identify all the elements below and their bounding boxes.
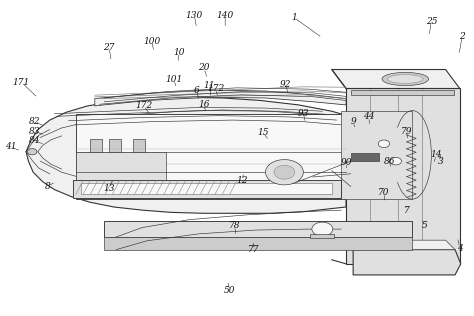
Text: 20: 20 <box>198 64 210 72</box>
Text: 78: 78 <box>229 222 240 230</box>
Polygon shape <box>81 183 332 194</box>
Text: 83: 83 <box>29 127 40 136</box>
Polygon shape <box>353 250 461 275</box>
Circle shape <box>378 140 390 148</box>
Circle shape <box>390 157 401 165</box>
Polygon shape <box>310 234 334 238</box>
Text: 27: 27 <box>103 43 115 52</box>
Text: 86: 86 <box>384 157 395 166</box>
Text: 44: 44 <box>363 112 374 121</box>
Text: 92: 92 <box>280 80 292 89</box>
Text: 100: 100 <box>143 37 160 46</box>
Polygon shape <box>104 237 412 250</box>
Circle shape <box>27 149 37 155</box>
Text: 93: 93 <box>298 109 309 118</box>
Text: 171: 171 <box>13 78 30 87</box>
Polygon shape <box>73 180 341 198</box>
Polygon shape <box>133 139 145 152</box>
Polygon shape <box>90 139 102 152</box>
Text: 11: 11 <box>204 81 215 90</box>
Text: 25: 25 <box>426 17 437 26</box>
Polygon shape <box>76 114 346 199</box>
Text: 13: 13 <box>103 184 115 192</box>
Text: 70: 70 <box>378 188 390 197</box>
Polygon shape <box>26 97 346 213</box>
Text: 172: 172 <box>207 84 224 93</box>
Polygon shape <box>351 90 454 95</box>
Polygon shape <box>346 88 460 264</box>
Polygon shape <box>109 139 121 152</box>
Polygon shape <box>344 240 455 250</box>
Text: 172: 172 <box>135 101 152 110</box>
Text: 12: 12 <box>236 176 247 185</box>
Text: 2: 2 <box>459 32 465 41</box>
Text: 7: 7 <box>404 206 410 215</box>
Ellipse shape <box>387 75 423 83</box>
Circle shape <box>274 165 295 179</box>
Text: 4: 4 <box>457 244 463 252</box>
Text: 3: 3 <box>438 157 444 166</box>
Text: 90: 90 <box>340 158 352 167</box>
Circle shape <box>265 160 303 185</box>
Text: 8: 8 <box>45 182 50 191</box>
Text: 41: 41 <box>5 143 16 151</box>
Polygon shape <box>104 221 412 237</box>
Text: 79: 79 <box>401 127 412 136</box>
Polygon shape <box>76 152 166 190</box>
Text: 1: 1 <box>291 13 297 22</box>
Text: 9: 9 <box>350 117 356 126</box>
Text: 82: 82 <box>29 117 40 126</box>
Polygon shape <box>332 70 460 88</box>
Text: 10: 10 <box>173 48 185 57</box>
Text: 84: 84 <box>29 136 40 145</box>
Text: 50: 50 <box>224 286 236 295</box>
Text: 16: 16 <box>198 100 210 109</box>
Polygon shape <box>341 111 412 199</box>
Text: 130: 130 <box>186 11 203 20</box>
Ellipse shape <box>382 72 428 86</box>
Circle shape <box>312 222 333 236</box>
Text: 15: 15 <box>257 128 269 137</box>
Text: 140: 140 <box>217 11 234 20</box>
Text: 77: 77 <box>248 245 259 254</box>
Text: 6: 6 <box>194 86 200 94</box>
Polygon shape <box>95 90 346 106</box>
Text: 14: 14 <box>430 150 442 159</box>
Polygon shape <box>351 153 379 161</box>
Text: 5: 5 <box>421 222 427 230</box>
Text: 101: 101 <box>165 75 182 83</box>
